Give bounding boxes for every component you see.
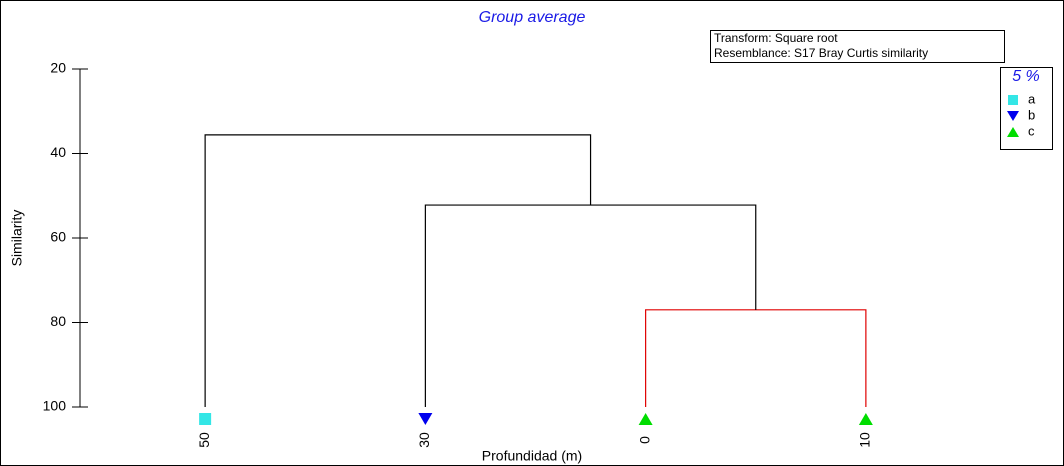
marker — [1007, 111, 1019, 121]
marker — [1008, 95, 1018, 105]
merge — [204, 134, 592, 407]
y-tick-label: 80 — [50, 313, 66, 329]
marker — [638, 413, 653, 425]
marker — [858, 413, 873, 425]
x-axis-label: Profundidad (m) — [482, 448, 582, 464]
legend-label: b — [1028, 107, 1035, 122]
y-tick-label: 100 — [43, 398, 67, 414]
leaf-label: 0 — [636, 436, 652, 444]
leaf-label: 30 — [416, 432, 432, 448]
leaf-label: 50 — [196, 432, 212, 448]
chart-title: Group average — [479, 9, 586, 26]
y-axis-label: Similarity — [9, 210, 25, 267]
y-tick-label: 40 — [50, 144, 66, 160]
legend-label: c — [1028, 123, 1035, 138]
marker — [199, 413, 212, 425]
annotation: Resemblance: S17 Bray Curtis similarity — [714, 46, 928, 60]
legend-label: a — [1028, 91, 1036, 106]
legend-title: 5 % — [1012, 68, 1040, 85]
annotation: Transform: Square root — [714, 31, 838, 45]
info-box — [710, 30, 1005, 63]
y-tick-label: 60 — [50, 229, 66, 245]
leaf-label: 10 — [857, 432, 873, 448]
marker — [1007, 127, 1019, 137]
y-tick-label: 20 — [50, 60, 66, 76]
marker — [418, 413, 433, 425]
